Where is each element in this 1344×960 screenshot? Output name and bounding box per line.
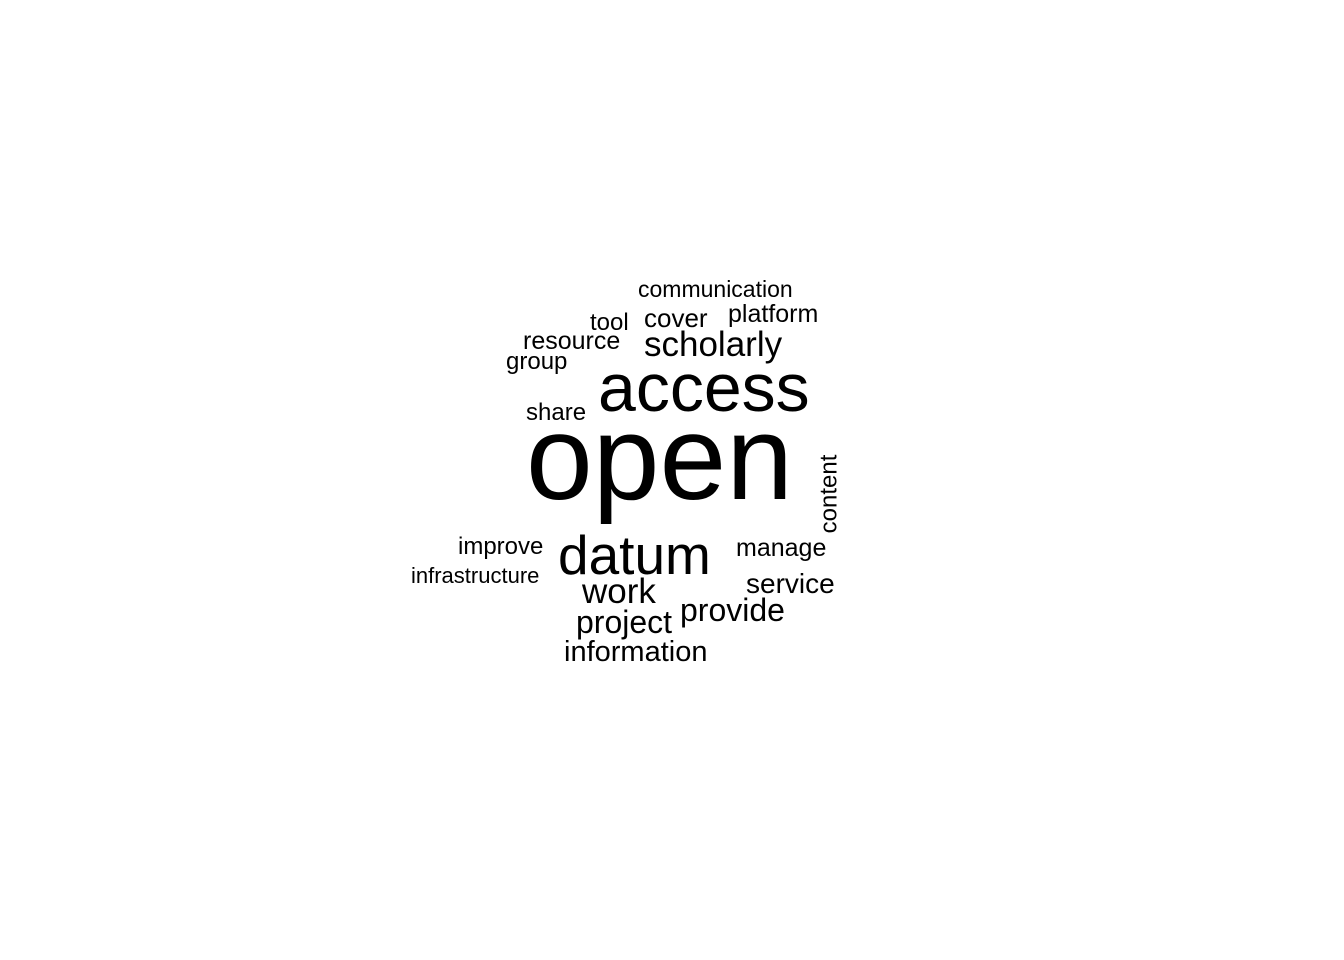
word-provide: provide xyxy=(680,592,785,628)
word-information: information xyxy=(564,636,708,668)
word-open: open xyxy=(526,391,793,525)
word-group: group xyxy=(506,348,568,375)
word-access: access xyxy=(598,350,810,426)
word-project: project xyxy=(576,604,673,640)
word-share: share xyxy=(526,399,587,426)
word-manage: manage xyxy=(736,534,827,562)
word-infrastructure: infrastructure xyxy=(411,563,540,588)
word-tool: tool xyxy=(590,309,629,336)
word-resource: resource xyxy=(523,327,621,355)
word-service: service xyxy=(746,568,835,599)
word-work: work xyxy=(582,572,656,611)
word-platform: platform xyxy=(728,300,819,328)
word-content: content xyxy=(815,454,843,534)
word-cover: cover xyxy=(644,303,708,333)
word-datum: datum xyxy=(558,524,711,586)
word-improve: improve xyxy=(458,533,544,560)
word-communication: communication xyxy=(638,276,793,302)
word-scholarly: scholarly xyxy=(644,325,783,364)
